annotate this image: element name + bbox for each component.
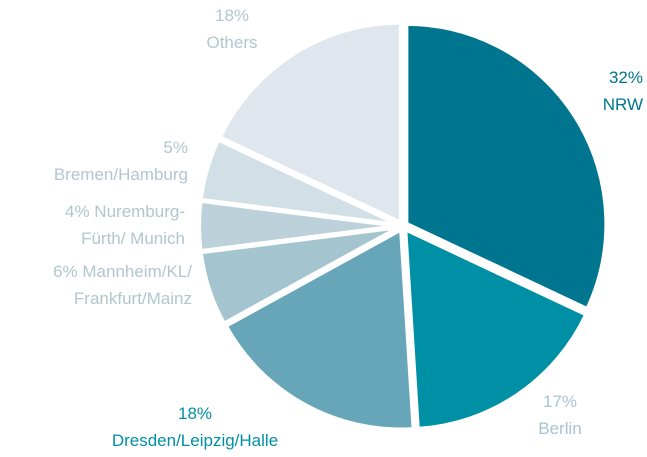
value-label: 5% [163, 138, 188, 157]
slice-label: 4% Nuremburg-Fürth/ Munich [25, 198, 185, 252]
slice-label: 5% Bremen/Hamburg [54, 134, 188, 188]
pie-slice [217, 20, 403, 226]
category-label: Dresden/Leipzig/Halle [111, 431, 279, 450]
value-label: 32% [608, 68, 643, 87]
slice-label: 6% Mannheim/KL/ Frankfurt/Mainz [2, 258, 192, 312]
pie-slice [198, 137, 401, 227]
slice-label: 32% NRW [603, 64, 643, 118]
pie-slice [404, 21, 609, 312]
category-label: Bremen/Hamburg [53, 165, 188, 184]
value-label: 4% [64, 202, 90, 221]
slice-label: 18% Dresden/Leipzig/Halle [60, 400, 330, 454]
category-label: Mannheim/KL/ Frankfurt/Mainz [73, 262, 192, 308]
value-label: 17% [542, 392, 578, 411]
category-label: Nuremburg-Fürth/ Munich [81, 202, 185, 248]
category-label: Others [206, 33, 258, 52]
value-label: 18% [177, 404, 213, 423]
value-label: 18% [214, 6, 250, 25]
slice-label: 17% Berlin [500, 388, 620, 442]
category-label: Berlin [538, 419, 582, 438]
category-label: NRW [602, 95, 643, 114]
pie-slice [223, 226, 416, 432]
pie-slice [403, 226, 589, 432]
value-label: 6% [53, 262, 78, 281]
slice-label: 18% Others [172, 2, 292, 56]
